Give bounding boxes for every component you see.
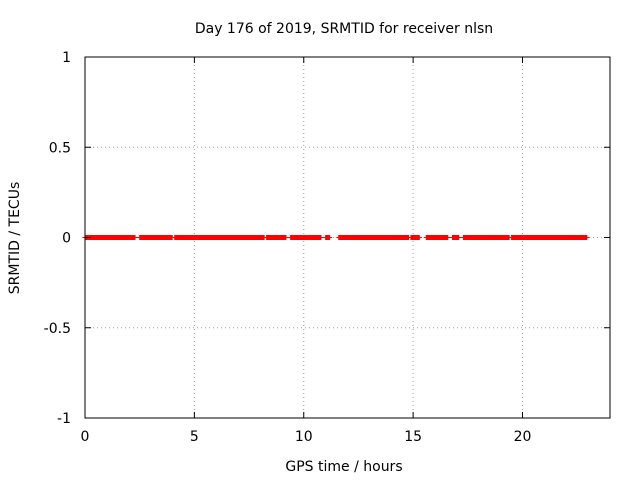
y-tick-label: 1 [62,50,71,66]
data-point [318,235,324,240]
x-axis-ticks: 0 5 10 15 20 [81,57,532,445]
y-tick-label: 0 [62,231,71,247]
y-axis-label: SRMTID / TECUs [7,182,23,295]
x-axis-label: GPS time / hours [285,459,402,475]
x-tick-label: 5 [190,429,199,445]
x-tick-label: 10 [295,429,313,445]
data-series-srmtid [82,235,590,240]
x-tick-label: 0 [81,429,90,445]
data-point [584,235,590,240]
y-axis-ticks: -1 -0.5 0 0.5 1 [44,50,610,427]
y-tick-label: 0.5 [49,140,71,156]
chart-title: Day 176 of 2019, SRMTID for receiver nls… [195,21,493,37]
data-point [132,235,138,240]
data-point [283,235,289,240]
y-tick-label: -0.5 [44,321,71,337]
x-tick-label: 15 [404,429,422,445]
x-tick-label: 20 [514,429,532,445]
data-point [456,235,462,240]
y-tick-label: -1 [57,411,71,427]
data-point [327,235,333,240]
data-point [416,235,422,240]
data-point [445,235,451,240]
